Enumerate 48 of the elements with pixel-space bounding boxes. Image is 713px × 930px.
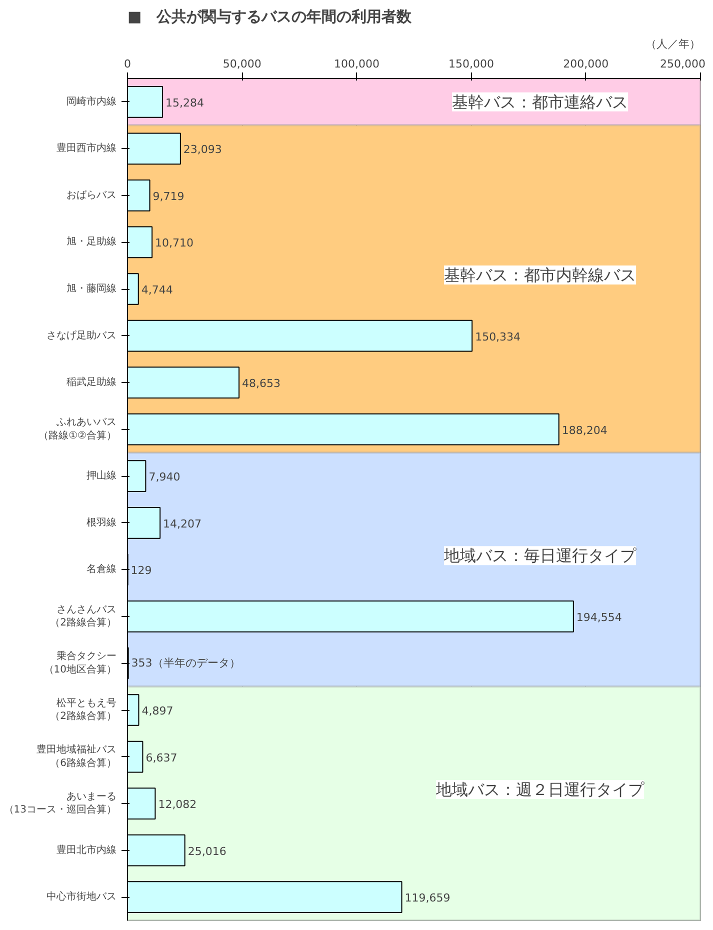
y-tick-label: 豊田西市内線 <box>56 142 116 154</box>
x-tick-label: 100,000 <box>334 58 380 70</box>
y-tick-label: 稲武足助線 <box>66 376 116 388</box>
y-tick-label: さなげ足助バス <box>46 329 116 342</box>
text: （人／年） <box>646 38 700 50</box>
data-label: 10,710 <box>155 236 194 250</box>
data-label: 119,659 <box>404 892 450 905</box>
y-tick-label: 豊田地域福祉バス（6路線合算） <box>36 744 117 769</box>
x-tick-label: 0 <box>124 58 131 70</box>
data-label: 6,637 <box>146 751 178 764</box>
band-label: 基幹バス：都市連絡バス <box>452 92 628 112</box>
x-tick-label: 50,000 <box>222 58 262 70</box>
data-label: 150,334 <box>475 330 521 344</box>
band-label: 基幹バス：都市内幹線バス <box>444 265 636 284</box>
y-tick-label: 乗合タクシー（10地区合算） <box>44 650 117 676</box>
data-label: 353（半年のデータ） <box>131 656 240 670</box>
x-tick-label: 200,000 <box>563 58 609 70</box>
data-label: 14,207 <box>163 517 202 530</box>
data-label: 25,016 <box>188 844 226 858</box>
y-tick-label: 旭・足助線 <box>66 236 116 248</box>
y-tick-label: あいまーる（13コース・巡回合算） <box>4 791 117 816</box>
data-label: 48,653 <box>242 377 281 390</box>
band-label: 地域バス：週２日運行タイプ <box>435 780 646 800</box>
band-label: 地域バス：毎日運行タイプ <box>443 546 638 566</box>
data-label: 4,897 <box>142 704 174 718</box>
data-label: 7,940 <box>148 470 180 484</box>
y-tick-label: 旭・藤岡線 <box>66 282 116 294</box>
data-label: 188,204 <box>562 424 608 437</box>
data-label: 194,554 <box>576 610 622 624</box>
y-tick-label: 根羽線 <box>86 516 116 528</box>
y-tick-label: 岡崎市内線 <box>66 95 116 108</box>
y-tick-label: 豊田北市内線 <box>56 844 116 856</box>
data-label: 9,719 <box>152 190 184 203</box>
data-label: 12,082 <box>158 798 197 812</box>
data-label: 4,744 <box>141 284 173 296</box>
x-tick-label: 150,000 <box>448 58 494 70</box>
y-tick-label: おばらバス <box>66 190 116 201</box>
y-tick-label: 名倉線 <box>86 563 116 576</box>
x-tick-label: 250,000 <box>660 58 706 70</box>
data-label: 23,093 <box>183 143 222 156</box>
y-tick-label: 押山線 <box>86 470 116 482</box>
data-label: 129 <box>130 564 152 578</box>
y-tick-label: さんさんバス（2路線合算） <box>50 604 117 629</box>
chart-title: ■ 公共が関与するバスの年間の利用者数 <box>128 8 413 26</box>
y-tick-label: ふれあいバス（路線①②合算） <box>38 417 117 442</box>
y-tick-label: 中心市街地バス <box>46 890 116 903</box>
y-tick-label: 松平ともえ号（2路線合算） <box>50 696 117 722</box>
data-label: 15,284 <box>166 96 204 110</box>
